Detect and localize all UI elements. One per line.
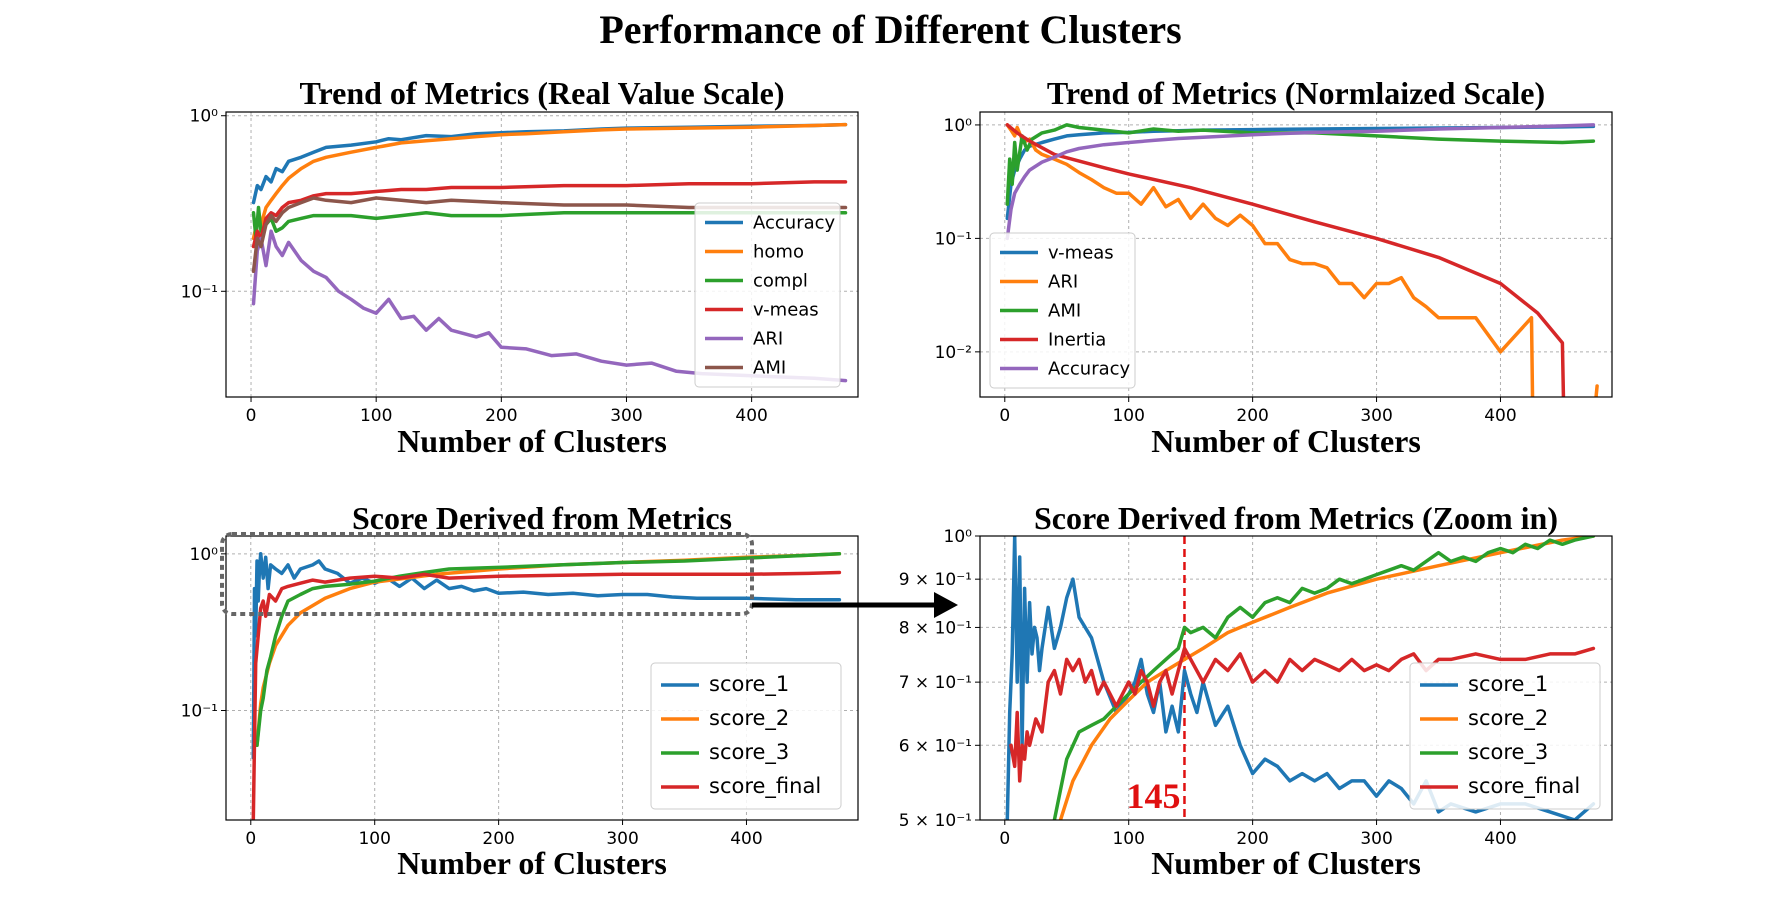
series-line-ARI: [251, 229, 848, 383]
series-line-Accuracy: [1005, 123, 1596, 241]
series-line-v-meas: [251, 180, 848, 249]
legend-box: [650, 662, 842, 810]
chart-title: Score Derived from Metrics: [352, 500, 732, 536]
x-axis-label: Number of Clusters: [1151, 423, 1421, 459]
series-line-AMI: [1005, 123, 1596, 206]
x-axis-label: Number of Clusters: [1151, 845, 1421, 881]
x-tick-label: 100: [1112, 829, 1144, 849]
legend: score_1 score_2 score_3 score_final: [650, 662, 842, 810]
x-tick-label: 400: [1484, 829, 1516, 849]
x-tick-label: 300: [1360, 406, 1392, 426]
x-tick-label: 400: [1484, 406, 1516, 426]
x-axis-label: Number of Clusters: [397, 845, 667, 881]
legend-label: compl: [753, 271, 808, 292]
chart-panel-1: Trend of Metrics (Real Value Scale) 0 100 2…: [181, 75, 859, 459]
y-tick-label: 10⁻¹: [181, 282, 218, 302]
x-tick-label: 200: [485, 406, 517, 426]
x-tick-label: 100: [360, 406, 392, 426]
legend-label: score_1: [709, 672, 789, 697]
x-tick-label: 300: [1360, 829, 1392, 849]
series-line-Accuracy: [251, 122, 848, 205]
axes-frame: [979, 535, 1613, 821]
legend-box: [1409, 662, 1601, 810]
y-tick-label: 6 × 10⁻¹: [899, 736, 972, 756]
series-line-score_final: [1009, 646, 1596, 783]
legend-label: ARI: [753, 329, 783, 350]
x-tick-label: 0: [246, 406, 257, 426]
legend-label: score_1: [1468, 672, 1548, 697]
legend-label: Accuracy: [1048, 359, 1131, 380]
legend-label: score_3: [709, 740, 789, 765]
y-tick-label: 10⁰: [190, 107, 219, 127]
legend: v-meas ARI AMI Inertia Accuracy: [989, 232, 1136, 389]
y-tick-label: 10⁰: [190, 545, 219, 565]
y-tick-label: 8 × 10⁻¹: [899, 618, 972, 638]
series-line-homo: [251, 122, 848, 241]
x-axis-label: Number of Clusters: [397, 423, 667, 459]
legend: Accuracy homo compl v-meas ARI AMI: [694, 202, 841, 388]
x-tick-label: 400: [730, 829, 762, 849]
legend-label: score_2: [709, 706, 789, 731]
legend-label: v-meas: [753, 300, 819, 321]
y-tick-label: 10⁻¹: [935, 229, 972, 249]
series-group: [1005, 123, 1599, 397]
series-group: [251, 122, 848, 383]
legend-label: score_2: [1468, 706, 1548, 731]
zoom-arrow-head: [934, 592, 958, 618]
chart-title: Score Derived from Metrics (Zoom in): [1034, 500, 1558, 536]
figure-title: Performance of Different Clusters: [599, 7, 1182, 52]
legend: score_1 score_2 score_3 score_final: [1409, 662, 1601, 810]
x-tick-label: 400: [735, 406, 767, 426]
series-group: [251, 552, 842, 820]
x-tick-label: 0: [999, 406, 1010, 426]
x-tick-label: 100: [1112, 406, 1144, 426]
x-tick-label: 200: [1236, 829, 1268, 849]
chart-panel-3: Score Derived from Metrics 0 100 200 300 400 1…: [181, 500, 859, 881]
y-tick-label: 10⁻¹: [181, 702, 218, 722]
chart-panel-2: Trend of Metrics (Normlaized Scale) 0 100 2…: [935, 75, 1613, 459]
series-line-score_1: [1005, 536, 1596, 820]
legend-label: v-meas: [1048, 243, 1114, 264]
legend-label: score_final: [709, 774, 821, 799]
x-tick-label: 0: [245, 829, 256, 849]
y-tick-label: 5 × 10⁻¹: [899, 811, 972, 831]
chart-title: Trend of Metrics (Normlaized Scale): [1047, 75, 1545, 111]
x-tick-label: 200: [482, 829, 514, 849]
y-tick-label: 9 × 10⁻¹: [899, 570, 972, 590]
annotation-label: 145: [1126, 776, 1180, 816]
x-tick-label: 300: [610, 406, 642, 426]
legend-label: ARI: [1048, 272, 1078, 293]
legend-label: score_final: [1468, 774, 1580, 799]
x-tick-label: 100: [358, 829, 390, 849]
series-line-score_3: [255, 552, 842, 748]
y-tick-label: 10⁰: [944, 527, 973, 547]
y-tick-label: 7 × 10⁻¹: [899, 673, 972, 693]
legend-label: homo: [753, 242, 804, 263]
chart-panel-4: Score Derived from Metrics (Zoom in) 0 100…: [899, 500, 1613, 881]
legend-label: Accuracy: [753, 213, 836, 234]
x-tick-label: 200: [1236, 406, 1268, 426]
series-group: [1005, 536, 1596, 820]
series-line-AMI: [251, 196, 848, 274]
series-line-score_final: [251, 570, 842, 820]
chart-title: Trend of Metrics (Real Value Scale): [300, 75, 785, 111]
legend-label: AMI: [1048, 301, 1081, 322]
legend-box: [694, 202, 841, 388]
legend-box: [989, 232, 1136, 389]
zoom-region-box: [220, 532, 754, 616]
legend-label: score_3: [1468, 740, 1548, 765]
x-tick-label: 300: [606, 829, 638, 849]
legend-label: AMI: [753, 358, 786, 379]
axes-frame: [225, 111, 859, 398]
y-tick-label: 10⁰: [944, 116, 973, 136]
y-tick-label: 10⁻²: [935, 343, 972, 363]
series-line-score_2: [1058, 536, 1596, 820]
axes-frame: [979, 111, 1613, 398]
series-line-Inertia: [1005, 123, 1566, 397]
x-tick-label: 0: [999, 829, 1010, 849]
legend-label: Inertia: [1048, 330, 1106, 351]
